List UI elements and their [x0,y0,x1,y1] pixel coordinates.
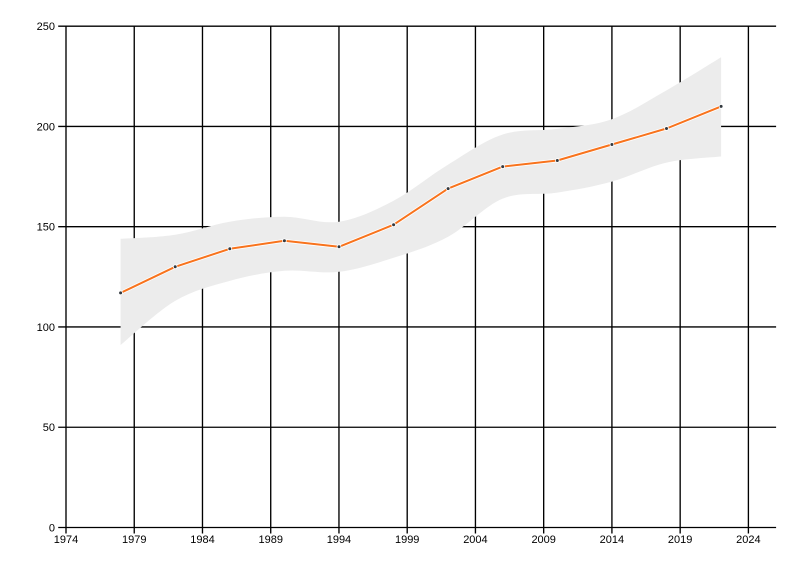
svg-text:0: 0 [49,523,55,535]
svg-text:150: 150 [37,222,55,234]
svg-text:200: 200 [37,122,55,134]
svg-text:1984: 1984 [190,534,214,546]
svg-text:100: 100 [37,322,55,334]
svg-text:1979: 1979 [122,534,146,546]
svg-text:250: 250 [37,21,55,33]
svg-text:1974: 1974 [54,534,78,546]
svg-text:1994: 1994 [327,534,351,546]
svg-text:50: 50 [43,422,55,434]
svg-text:1999: 1999 [395,534,419,546]
svg-text:2019: 2019 [668,534,692,546]
svg-text:2004: 2004 [463,534,487,546]
svg-text:2024: 2024 [736,534,760,546]
svg-text:1989: 1989 [258,534,282,546]
svg-text:2014: 2014 [600,534,624,546]
svg-text:2009: 2009 [531,534,555,546]
